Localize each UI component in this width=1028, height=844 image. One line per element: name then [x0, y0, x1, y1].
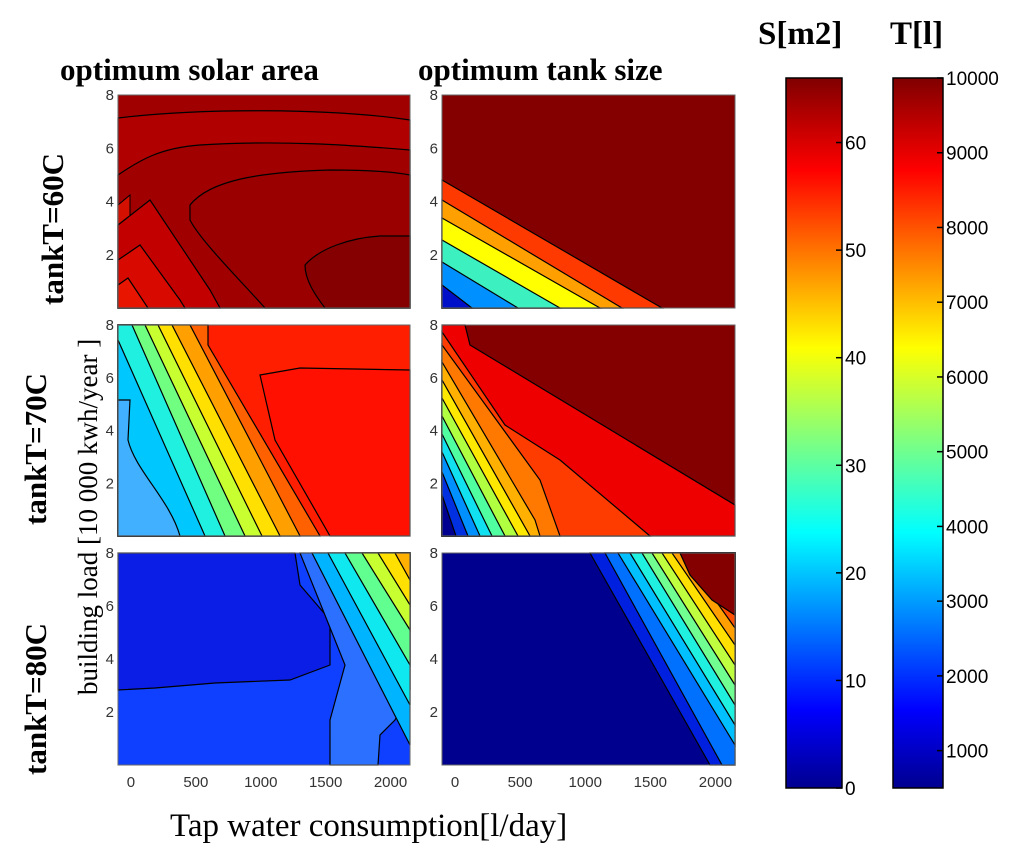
x-tick-label: 2000 — [374, 774, 407, 791]
colorbar-tick-label: 7000 — [946, 293, 988, 314]
y-tick-label: 8 — [106, 87, 114, 104]
colorbar-tick-label: 60 — [845, 134, 866, 155]
plot-frame — [117, 324, 411, 537]
y-tick-label: 8 — [106, 317, 114, 334]
colorbar-title-t: T[l] — [890, 16, 943, 52]
y-tick-label: 2 — [430, 704, 438, 721]
colorbar-tick-label: 3000 — [946, 592, 988, 613]
colorbar-s — [785, 77, 843, 789]
row-title-70c: tankT=70C — [18, 373, 53, 525]
x-tick-label: 0 — [451, 774, 459, 791]
colorbar-tick-label: 5000 — [946, 443, 988, 464]
y-tick-label: 8 — [430, 545, 438, 562]
colorbar-title-s: S[m2] — [758, 16, 842, 52]
x-axis-label: Tap water consumption[l/day] — [170, 808, 567, 844]
y-axis-label: building load [10 000 kwh/year ] — [73, 339, 103, 695]
x-tick-label: 1000 — [244, 774, 277, 791]
y-tick-label: 6 — [106, 598, 114, 615]
colorbar-tick-label: 8000 — [946, 218, 988, 239]
x-tick-label: 1500 — [309, 774, 342, 791]
y-tick-label: 6 — [430, 140, 438, 157]
y-tick-label: 2 — [106, 704, 114, 721]
y-tick-label: 4 — [106, 423, 114, 440]
panel-70c-tank-size — [441, 324, 736, 537]
colorbar-tick-label: 4000 — [946, 517, 988, 538]
x-tick-label: 0 — [127, 774, 135, 791]
y-tick-label: 2 — [430, 247, 438, 264]
y-tick-label: 4 — [430, 423, 438, 440]
y-tick-label: 6 — [430, 598, 438, 615]
plot-frame — [117, 94, 411, 309]
x-tick-label: 500 — [508, 774, 533, 791]
y-tick-label: 4 — [430, 651, 438, 668]
colorbar-tick-label: 30 — [845, 456, 866, 477]
panel-80c-solar-area — [117, 552, 411, 766]
colorbar-tick-label: 10000 — [946, 69, 999, 90]
panel-60c-solar-area — [117, 94, 411, 309]
plot-frame — [441, 552, 736, 766]
row-title-60c: tankT=60C — [35, 153, 70, 305]
y-tick-label: 4 — [430, 194, 438, 211]
y-tick-label: 4 — [106, 194, 114, 211]
colorbar-tick-label: 10 — [845, 671, 866, 692]
plot-frame — [441, 94, 736, 309]
y-tick-label: 6 — [106, 140, 114, 157]
plot-frame — [441, 324, 736, 537]
y-tick-label: 8 — [106, 545, 114, 562]
colorbar-ticks: 0 10 20 30 40 50 60 1000 2000 3000 4000 5000 6000 700… — [836, 69, 999, 800]
colorbar-tick-label: 1000 — [946, 742, 988, 763]
tick-labels: 2 4 6 8 2 4 6 8 2 4 6 8 2 4 6 8 2 4 6 8 0 500 1000 1500 2000 2 4 6 8… — [106, 87, 732, 791]
column-title-solar-area: optimum solar area — [60, 52, 319, 87]
y-tick-label: 8 — [430, 87, 438, 104]
x-tick-label: 2000 — [699, 774, 732, 791]
x-tick-label: 1000 — [569, 774, 602, 791]
panel-70c-solar-area — [117, 324, 411, 537]
colorbar-tick-label: 2000 — [946, 667, 988, 688]
contour-region — [150, 598, 300, 648]
colorbar-tick-label: 50 — [845, 241, 866, 262]
row-title-80c: tankT=80C — [18, 623, 53, 775]
contour-region — [304, 235, 411, 309]
y-tick-label: 6 — [106, 370, 114, 387]
panel-60c-tank-size — [441, 94, 736, 309]
y-tick-label: 6 — [430, 370, 438, 387]
x-tick-label: 500 — [183, 774, 208, 791]
column-title-tank-size: optimum tank size — [418, 52, 663, 87]
colorbar-tick-label: 9000 — [946, 144, 988, 165]
y-tick-label: 8 — [430, 317, 438, 334]
y-tick-label: 2 — [106, 475, 114, 492]
colorbar-tick-label: 40 — [845, 349, 866, 370]
colorbar-tick-label: 6000 — [946, 368, 988, 389]
colorbar-t — [892, 77, 944, 789]
y-tick-label: 2 — [106, 247, 114, 264]
colorbar-tick-label: 20 — [845, 564, 866, 585]
y-tick-label: 2 — [430, 475, 438, 492]
colorbar-tick-label: 0 — [845, 779, 856, 800]
plot-frame — [117, 552, 411, 766]
panel-80c-tank-size — [441, 552, 736, 766]
x-tick-label: 1500 — [634, 774, 667, 791]
y-tick-label: 4 — [106, 651, 114, 668]
